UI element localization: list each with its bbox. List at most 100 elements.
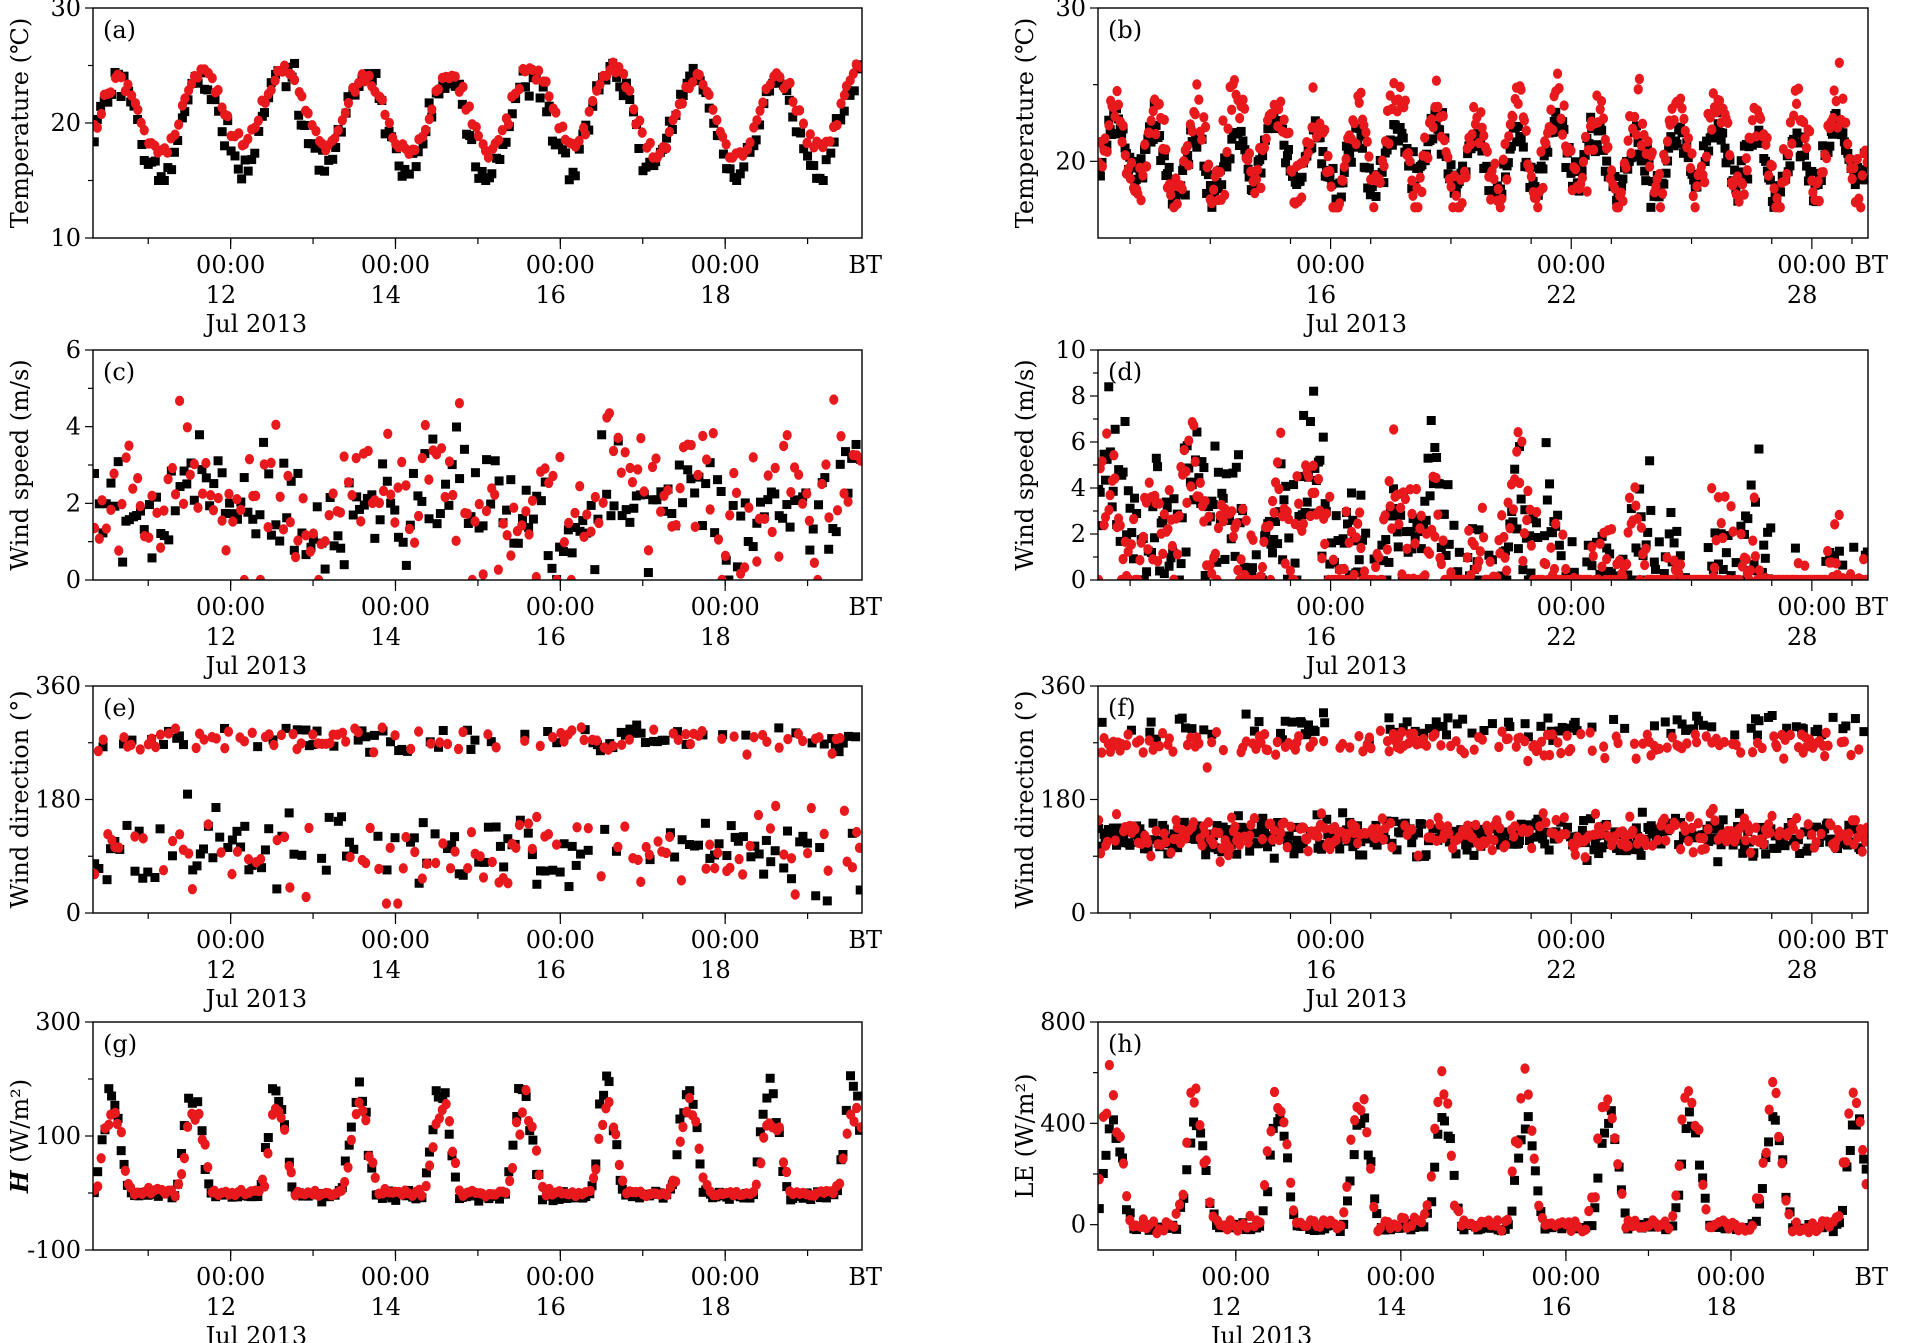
data-point [641,841,651,853]
data-point [521,506,531,517]
data-point [1854,744,1864,755]
data-point [748,542,758,552]
data-point [1723,117,1733,128]
data-point [1143,844,1153,854]
data-point [1703,823,1713,835]
data-point [1444,539,1454,549]
data-point [1154,741,1164,752]
data-point [116,92,126,102]
data-point [224,488,234,500]
y-tick-label: 6 [66,336,81,364]
data-point [1316,808,1327,819]
data-point [700,818,710,828]
data-point [1785,729,1795,741]
data-point [1408,830,1418,840]
data-point [1159,114,1169,126]
y-tick-label: 20 [1055,147,1086,175]
data-point [333,816,343,826]
data-point [514,83,524,95]
data-point [93,122,102,133]
data-point [1688,190,1698,202]
data-point [595,746,605,756]
data-point [1820,750,1830,762]
data-point [824,544,834,554]
data-point [479,857,489,867]
data-point [289,74,300,86]
data-point [673,734,683,746]
data-point [585,1185,595,1197]
data-point [343,1162,353,1173]
data-point [820,473,830,483]
data-point [266,530,276,540]
data-point [1276,728,1286,738]
data-point [147,553,157,563]
data-point [1287,717,1297,727]
data-point [625,462,635,474]
data-point [1339,563,1349,575]
data-point [1669,538,1679,548]
data-point [159,176,169,185]
data-point [1671,1203,1681,1213]
data-point [1508,111,1518,123]
data-point [756,1157,766,1169]
data-point [1230,821,1240,832]
data-point [1666,132,1676,142]
data-point [473,130,483,142]
data-point [559,537,569,548]
data-point [795,837,805,847]
data-point [1179,817,1189,827]
data-point [660,735,670,745]
data-point [1438,535,1448,546]
data-point [1244,148,1255,159]
data-point [1800,560,1810,571]
data-point [554,1194,564,1204]
x-tick-time: 00:00 [361,1263,430,1291]
data-point [1419,728,1429,738]
data-point [1635,484,1645,494]
data-point [1186,481,1196,492]
data-point [688,1099,698,1109]
data-point [298,493,308,504]
data-point [1590,837,1600,847]
data-point [1675,551,1685,561]
data-point [217,127,227,137]
data-point [1713,559,1723,569]
data-point [343,97,354,109]
data-point [220,141,230,151]
data-point [102,875,112,885]
data-point [1828,112,1838,124]
data-point [824,512,834,523]
data-point [138,833,148,844]
data-point [1514,835,1524,845]
data-point [1469,101,1479,113]
data-point [1313,473,1324,485]
data-point [356,516,366,527]
data-point [275,536,285,546]
data-point [501,1187,511,1199]
data-point [1524,825,1534,836]
data-point [424,514,434,524]
data-point [1756,113,1766,125]
data-point [281,82,291,92]
data-point [1600,166,1610,176]
data-point [96,101,106,111]
data-point [1814,195,1824,207]
data-point [170,1190,180,1202]
data-point [1513,121,1523,131]
data-point [1519,115,1529,126]
data-point [540,866,550,876]
data-point [1403,148,1413,159]
data-point [1484,825,1494,837]
data-point [1294,731,1304,742]
data-point [755,120,765,130]
data-point [502,530,512,541]
data-point [303,108,313,119]
series-simulated [1098,416,1868,580]
data-point [1341,506,1351,517]
data-point [1693,716,1703,726]
data-point [1283,513,1294,525]
data-point [170,489,181,500]
data-point [819,739,829,749]
data-point [214,106,224,116]
data-point [1634,845,1644,855]
